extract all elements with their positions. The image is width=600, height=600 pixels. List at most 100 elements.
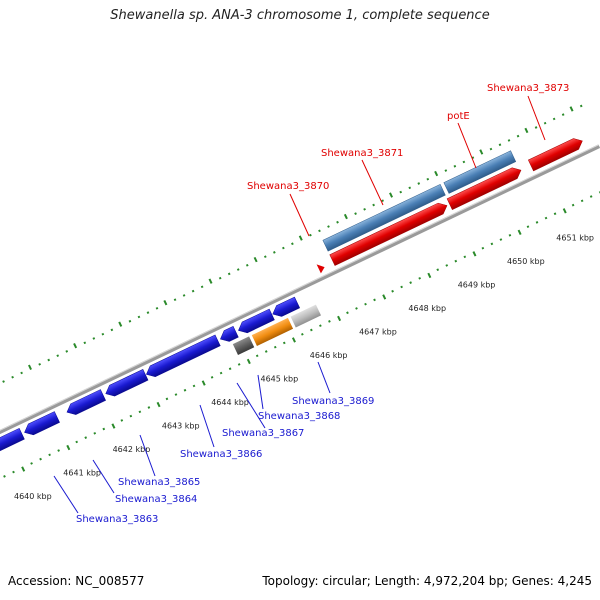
ruler-dot <box>102 427 106 431</box>
cds-arrow-shewana3-3864[interactable] <box>22 411 60 438</box>
kbp-tick-label: 4648 kbp <box>408 304 446 313</box>
gene-label-shewana3-3869[interactable]: Shewana3_3869 <box>292 396 374 407</box>
gene-label-shewana3-3867[interactable]: Shewana3_3867 <box>222 428 304 439</box>
ruler-dot <box>65 350 69 353</box>
gene-label-shewana3-3865[interactable]: Shewana3_3865 <box>118 477 200 488</box>
ruler-dot <box>561 113 565 116</box>
gene-bar-potE[interactable] <box>443 150 517 194</box>
gene-label-shewana3-3870[interactable]: Shewana3_3870 <box>247 181 329 192</box>
ruler-dot <box>589 195 593 198</box>
leader-shewana3-3868 <box>257 374 264 410</box>
cds-arrow-shewana3-3868[interactable] <box>218 325 239 344</box>
chromosome-track <box>0 104 600 478</box>
ruler-major-tick <box>562 208 567 214</box>
gene-label-shewana3-3871[interactable]: Shewana3_3871 <box>321 148 403 159</box>
ruler-dot <box>327 225 330 228</box>
ruler-major-tick <box>111 423 116 429</box>
ruler-dot <box>301 332 304 336</box>
ruler-dot <box>400 285 403 289</box>
ruler-dot <box>489 147 493 151</box>
cds-arrow-shewana3-3873[interactable] <box>527 135 585 172</box>
feature-orange[interactable] <box>251 317 294 346</box>
ruler-dot <box>200 285 204 289</box>
ruler-major-tick <box>208 278 213 284</box>
gene-label-shewana3-3868[interactable]: Shewana3_3868 <box>258 411 340 422</box>
feature-grey[interactable] <box>290 304 322 328</box>
ruler-major-tick <box>479 149 484 155</box>
ruler-dot <box>409 281 412 284</box>
gene-label-shewana3-3873[interactable]: Shewana3_3873 <box>487 83 569 94</box>
cds-arrow-shewana3-3869[interactable] <box>236 308 275 336</box>
gene-label-shewana3-3863[interactable]: Shewana3_3863 <box>76 514 158 525</box>
ruler-dot <box>245 263 249 267</box>
kbp-tick-label: 4640 kbp <box>14 492 52 501</box>
ruler-dot <box>462 160 466 164</box>
feature-arrow-shewana3-3870[interactable] <box>316 262 327 274</box>
ruler-dot <box>263 255 267 259</box>
feature-dark[interactable] <box>232 336 255 356</box>
ruler-dot <box>174 393 178 396</box>
ruler-major-tick <box>156 401 161 408</box>
ruler-major-tick <box>434 170 439 177</box>
chromosome-backbone <box>0 144 600 458</box>
upper-ruler <box>2 104 583 383</box>
cds-arrow-shewana3-3865[interactable] <box>64 389 106 418</box>
ruler-dot <box>516 134 520 138</box>
ruler-dot <box>93 431 97 435</box>
ruler-dot <box>426 177 430 181</box>
ruler-dot <box>453 164 457 168</box>
ruler-dot <box>526 225 530 229</box>
gene-label-shewana3-3866[interactable]: Shewana3_3866 <box>180 449 262 460</box>
ruler-dot <box>83 341 87 345</box>
ruler-dot <box>580 199 584 203</box>
ruler-dot <box>291 242 294 246</box>
ruler-dot <box>137 315 141 319</box>
ruler-dot <box>535 221 539 224</box>
ruler-dot <box>173 298 177 302</box>
ruler-dot <box>11 375 14 379</box>
ruler-dot <box>543 121 547 125</box>
ruler-dot <box>12 470 15 474</box>
ruler-dot <box>508 233 512 237</box>
cds-arrow-potE[interactable] <box>446 165 523 210</box>
ruler-major-tick <box>427 272 432 279</box>
ruler-dot <box>346 311 349 315</box>
ruler-dot <box>129 414 133 418</box>
ruler-dot <box>391 289 394 293</box>
ruler-dot <box>56 354 60 358</box>
ruler-dot <box>192 384 196 388</box>
ruler-dot <box>534 126 538 129</box>
cds-arrow-shewana3-3867[interactable] <box>144 334 221 380</box>
ruler-dot <box>20 371 23 375</box>
leader-shewana3-3865 <box>139 434 156 477</box>
lower-ruler <box>3 190 600 478</box>
ruler-major-tick <box>253 256 258 263</box>
gene-label-potE[interactable]: potE <box>447 111 470 122</box>
cds-arrow-shewana3-3863[interactable] <box>0 427 25 455</box>
ruler-dot <box>336 220 339 224</box>
kbp-tick-label: 4644 kbp <box>211 398 249 407</box>
ruler-dot <box>463 255 467 259</box>
cds-arrow-shewana3-3866[interactable] <box>103 369 149 399</box>
ruler-dot <box>228 367 232 371</box>
cds-arrow-shewana3-3871[interactable] <box>329 200 450 266</box>
ruler-dot <box>579 104 583 108</box>
gene-label-shewana3-3864[interactable]: Shewana3_3864 <box>115 494 197 505</box>
ruler-dot <box>310 328 313 332</box>
ruler-dot <box>436 268 440 272</box>
ruler-major-tick <box>298 235 303 241</box>
cds-arrow-extra[interactable] <box>270 296 301 319</box>
kbp-tick-label: 4651 kbp <box>556 234 594 243</box>
leader-shewana3-3869 <box>317 361 331 394</box>
ruler-dot <box>444 169 448 172</box>
ruler-major-tick <box>524 127 529 134</box>
gene-bar-shewana3-3870[interactable] <box>322 183 446 252</box>
ruler-dot <box>110 328 114 332</box>
ruler-major-tick <box>517 229 522 236</box>
ruler-dot <box>498 143 502 147</box>
kbp-tick-label: 4642 kbp <box>113 445 151 454</box>
ruler-dot <box>552 117 556 121</box>
ruler-dot <box>227 272 231 276</box>
ruler-dot <box>454 259 458 263</box>
kbp-tick-label: 4643 kbp <box>162 422 200 431</box>
